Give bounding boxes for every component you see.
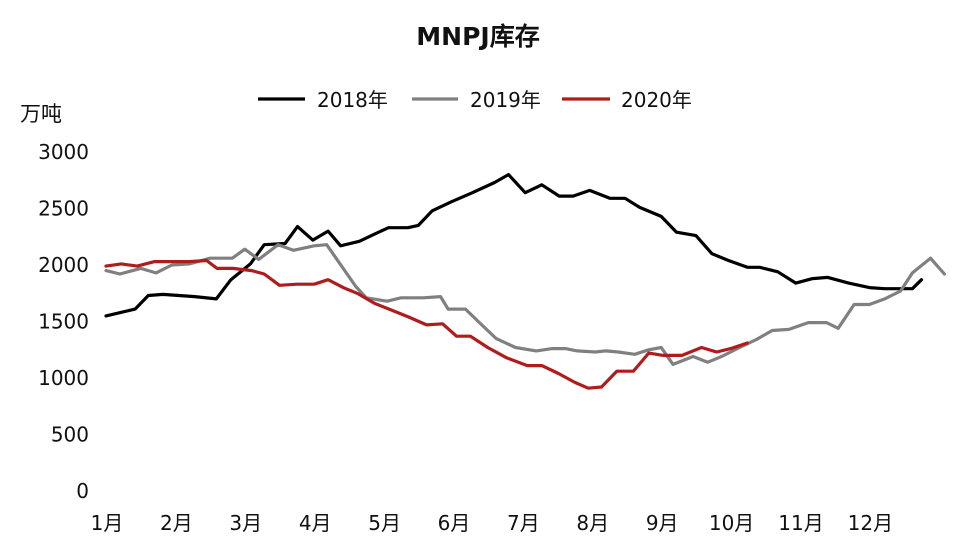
legend-item: 2018年	[258, 88, 388, 112]
y-tick-label: 3000	[38, 140, 89, 164]
series-layer	[104, 173, 946, 390]
legend-item: 2019年	[412, 88, 541, 112]
x-tick-label: 11月	[778, 511, 823, 535]
x-tick-label: 1月	[91, 511, 124, 535]
y-tick-label: 1500	[38, 310, 89, 334]
series-line-0	[104, 173, 924, 318]
x-tick-label: 2月	[160, 511, 193, 535]
y-axis-unit: 万吨	[20, 102, 62, 126]
y-tick-label: 500	[51, 423, 89, 447]
chart-title: MNPJ库存	[416, 22, 539, 51]
y-tick-label: 0	[76, 479, 89, 503]
x-tick-label: 5月	[368, 511, 401, 535]
x-tick-label: 9月	[646, 511, 679, 535]
y-tick-label: 2500	[38, 197, 89, 221]
x-tick-label: 4月	[299, 511, 332, 535]
y-tick-label: 2000	[38, 253, 89, 277]
legend-label: 2019年	[470, 88, 541, 112]
x-tick-label: 8月	[576, 511, 609, 535]
y-tick-label: 1000	[38, 366, 89, 390]
series-line-2	[104, 258, 749, 390]
legend-label: 2020年	[621, 88, 692, 112]
legend-item: 2020年	[562, 88, 692, 112]
legend-label: 2018年	[317, 88, 388, 112]
x-tick-label: 7月	[507, 511, 540, 535]
legend: 2018年 2019年 2020年	[258, 88, 692, 112]
x-tick-label: 12月	[848, 511, 893, 535]
series-line-1	[104, 243, 946, 366]
x-tick-label: 6月	[438, 511, 471, 535]
y-axis: 0 500 1000 1500 2000 2500 3000	[38, 140, 89, 503]
x-axis: 1月 2月 3月 4月 5月 6月 7月 8月 9月 10月 11月 12月	[91, 511, 893, 535]
x-tick-label: 10月	[709, 511, 754, 535]
x-tick-label: 3月	[229, 511, 262, 535]
